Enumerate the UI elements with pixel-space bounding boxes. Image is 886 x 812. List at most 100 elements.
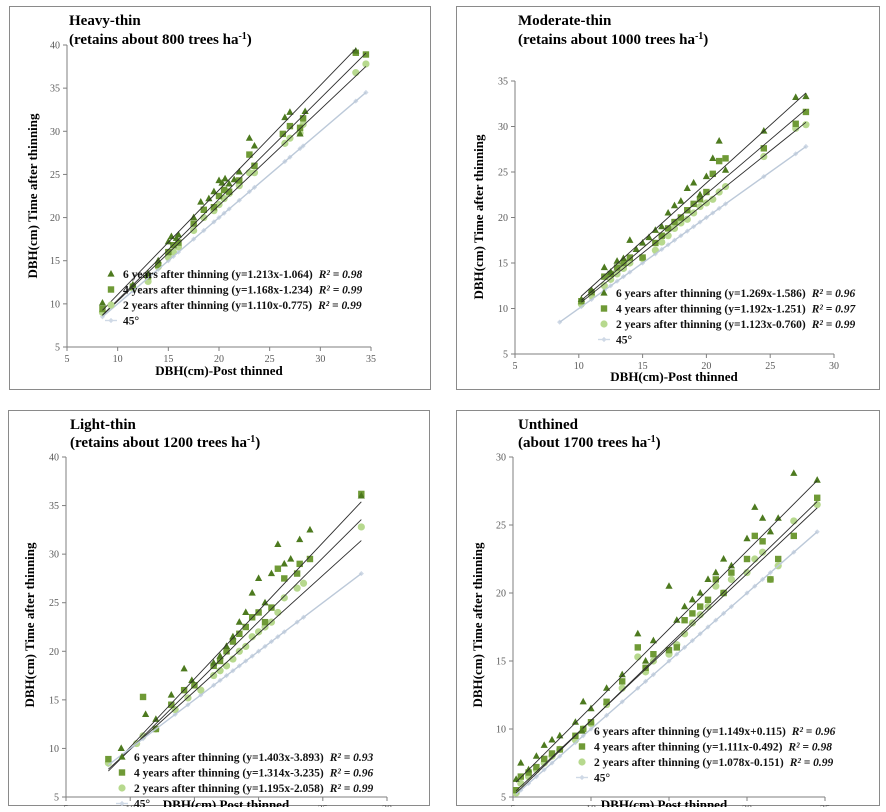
data-point (759, 514, 767, 521)
data-point (248, 633, 256, 641)
x-tick-label: 5 (64, 804, 69, 807)
data-point (759, 538, 766, 545)
data-point (715, 137, 723, 144)
data-point (225, 188, 233, 195)
x-tick-label: 10 (125, 804, 135, 807)
data-point (541, 755, 548, 763)
data-point (721, 166, 730, 173)
y-tick-label: 25 (498, 168, 508, 179)
x-tick-label: 5 (511, 804, 516, 807)
y-tick-label: 20 (49, 647, 59, 658)
data-point (242, 623, 249, 631)
data-point (751, 503, 759, 510)
data-point (533, 763, 540, 771)
x-tick-label: 15 (189, 804, 199, 807)
data-point (280, 559, 288, 567)
reference-45-line (102, 91, 367, 318)
data-point (665, 646, 673, 654)
data-point (296, 560, 303, 568)
series-square (105, 490, 365, 763)
x-tick-label: 20 (701, 361, 711, 372)
data-point (517, 759, 525, 766)
data-point (613, 257, 621, 264)
data-point (261, 598, 269, 606)
legend-marker (118, 784, 126, 792)
y-tick-label: 5 (501, 793, 506, 804)
data-point (774, 514, 782, 521)
legend-marker (601, 336, 607, 343)
chart-subtitle: (about 1700 trees ha-1) (518, 434, 661, 451)
data-point (696, 190, 704, 198)
data-point (357, 491, 365, 499)
y-axis-label: DBH(cm) Time after thinning (471, 134, 486, 300)
legend-marker (107, 286, 115, 293)
y-tick-label: 5 (503, 350, 508, 361)
legend-entry: 45° (123, 316, 140, 328)
data-point (802, 121, 810, 129)
legend-marker (600, 305, 608, 312)
data-point (639, 238, 647, 246)
reference-45-line (559, 145, 807, 323)
data-point (245, 134, 253, 141)
data-point (813, 476, 821, 483)
x-tick-label: 15 (163, 354, 173, 365)
data-point (255, 609, 262, 616)
data-point (210, 187, 218, 195)
reference-45-line (107, 573, 362, 766)
data-point (639, 254, 646, 261)
trend-line (108, 519, 362, 772)
data-point (681, 630, 689, 638)
legend-marker (578, 727, 586, 734)
data-point (155, 261, 162, 269)
legend-marker (107, 301, 115, 309)
x-tick-label: 30 (829, 361, 839, 372)
data-point (296, 535, 304, 543)
series-triangle (513, 469, 821, 782)
legend-entry: 2 years after thinning (y=1.110x-0.775) R… (123, 300, 362, 312)
data-point (673, 644, 680, 651)
trend-line (515, 507, 818, 792)
y-tick-label: 35 (50, 84, 60, 95)
data-point (246, 151, 253, 158)
legend-entry: 6 years after thinning (y=1.403x-3.893) R… (134, 752, 373, 764)
y-tick-label: 10 (496, 725, 506, 736)
data-point (697, 603, 704, 610)
y-axis-label: DBH(cm) Time after thinning (25, 113, 40, 279)
trend-line (102, 52, 367, 316)
x-tick-label: 20 (742, 804, 752, 807)
data-point (688, 595, 696, 603)
data-point (280, 594, 288, 602)
x-tick-label: 25 (765, 361, 775, 372)
data-point (587, 286, 596, 293)
y-tick-label: 10 (50, 299, 60, 310)
data-point (274, 565, 282, 572)
x-tick-label: 15 (638, 361, 648, 372)
data-point (704, 575, 712, 582)
data-point (223, 648, 230, 655)
trend-line (102, 66, 367, 316)
data-point (152, 715, 160, 722)
data-point (619, 678, 626, 685)
data-point (759, 548, 767, 556)
legend-entry: 6 years after thinning (y=1.213x-1.064) R… (123, 269, 362, 281)
x-tick-label: 30 (382, 804, 392, 807)
legend-entry: 2 years after thinning (y=1.123x-0.760) R… (616, 319, 855, 331)
data-point (220, 194, 228, 203)
data-point (197, 686, 205, 694)
data-point (216, 652, 224, 659)
y-tick-label: 30 (49, 550, 59, 561)
chart-title: Heavy-thin (69, 13, 141, 29)
y-tick-label: 30 (496, 453, 506, 464)
legend-entry: 45° (134, 799, 151, 808)
data-point (626, 236, 634, 243)
panel-moderate-thin: Moderate-thin (retains about 1000 trees h… (456, 6, 880, 390)
legend-marker (118, 769, 126, 776)
legend-entry: 4 years after thinning (y=1.314x-3.235) R… (134, 768, 373, 780)
data-point (250, 141, 259, 149)
y-tick-label: 25 (496, 521, 506, 532)
y-tick-label: 20 (498, 213, 508, 224)
data-point (352, 47, 360, 54)
data-point (540, 741, 548, 748)
data-point (802, 92, 810, 100)
data-point (190, 226, 198, 235)
